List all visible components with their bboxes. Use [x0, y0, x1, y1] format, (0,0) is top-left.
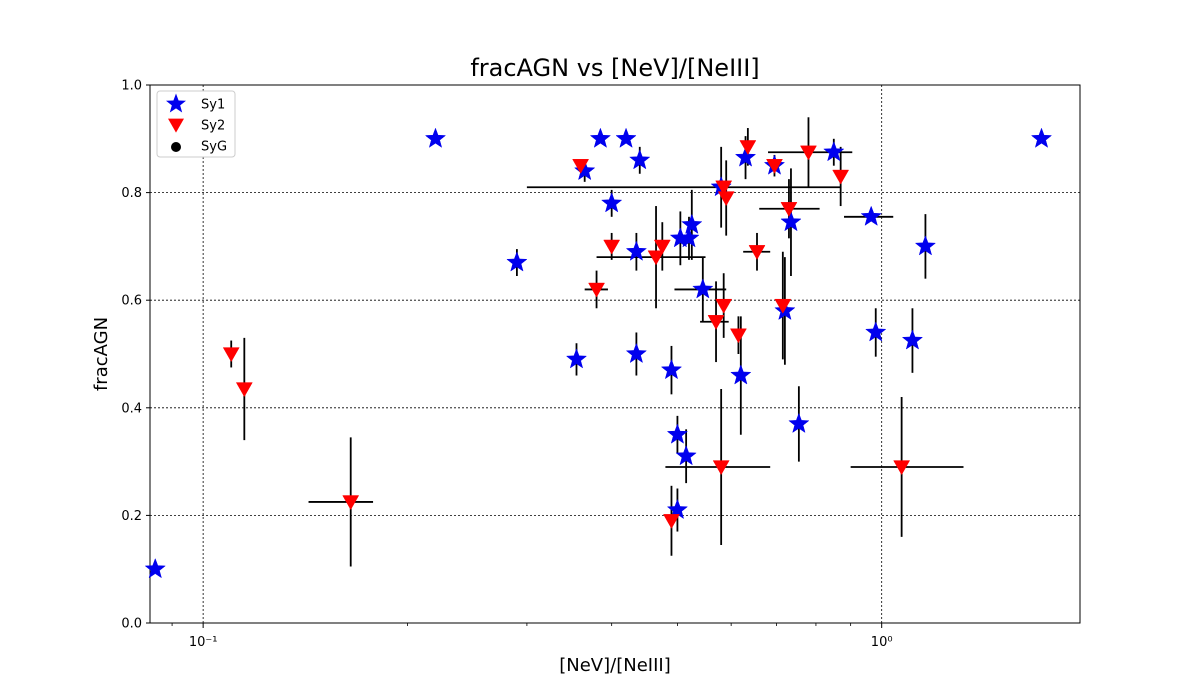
x-tick-label: 10⁻¹ [189, 635, 218, 650]
sy2-point [730, 328, 747, 344]
sy2-point [235, 382, 253, 398]
sy1-point [615, 127, 637, 148]
y-tick-label: 0.4 [121, 401, 142, 416]
sy2-point [342, 495, 360, 511]
plot-frame [149, 84, 1081, 624]
sy1-point [780, 210, 802, 232]
sy2-point [663, 514, 680, 529]
y-tick-label: 0.2 [121, 509, 142, 524]
sy1-point [589, 127, 612, 148]
sy1-point [901, 329, 924, 350]
sy1-point [625, 240, 648, 261]
y-tick-label: 1.0 [121, 79, 142, 94]
legend-entries: Sy1 Sy2 SyG [166, 93, 227, 155]
sy1-point [675, 445, 697, 466]
sy2-point [572, 159, 590, 174]
sy2-point [774, 298, 792, 314]
legend-sy2-marker [168, 118, 184, 133]
sy1-point [625, 342, 648, 364]
sy1-point [860, 205, 882, 226]
plot-area: 0.0 0.2 0.4 0.6 0.8 1.0 10⁻¹ 10⁰ [121, 79, 1081, 651]
sy2-point [707, 315, 725, 330]
x-axis-label: [NeV]/[NeIII] [559, 655, 670, 676]
sy1-point [666, 423, 689, 444]
sy1-point [914, 235, 937, 256]
legend-sy1-marker [166, 93, 186, 113]
y-tick-label: 0.0 [121, 617, 142, 632]
sy2-point [717, 191, 735, 207]
y-tick-label: 0.8 [121, 186, 142, 201]
sy1-point [681, 213, 703, 234]
sy1-point [692, 278, 714, 299]
sy2-point [893, 460, 911, 476]
sy2-point [800, 145, 817, 161]
sy1-point [565, 348, 588, 369]
sy1-point [660, 358, 683, 380]
sy2-point [603, 239, 621, 255]
sy1-point [734, 146, 757, 167]
sy1-point [600, 192, 623, 213]
chart-title: fracAGN vs [NeV]/[NeIII] [470, 54, 759, 82]
legend-syg-marker [171, 142, 181, 152]
y-axis-label: fracAGN [91, 317, 112, 391]
sy1-point [424, 127, 447, 148]
sy2-point [832, 169, 850, 185]
sy2-point [715, 298, 733, 314]
sy2-point [647, 250, 665, 266]
legend-label: Sy2 [201, 119, 225, 134]
y-tick-label: 0.6 [121, 294, 142, 309]
sy1-point [788, 412, 810, 434]
sy1-point [629, 149, 651, 170]
legend-label: Sy1 [201, 98, 225, 113]
grid-layer [150, 85, 1080, 623]
x-tick-label: 10⁰ [871, 635, 893, 650]
sy2-point [588, 282, 605, 298]
legend-label: SyG [201, 140, 227, 155]
sy1-point [730, 364, 752, 385]
sy2-point [712, 460, 730, 476]
sy1-point [144, 557, 166, 579]
sy1-point [506, 251, 528, 272]
sy1-point [1030, 127, 1053, 148]
sy2-point [739, 140, 757, 155]
sy2-point [715, 180, 733, 196]
sy1-point [823, 141, 845, 162]
sy2-point [766, 159, 783, 174]
sy1-point [865, 321, 887, 342]
sy2-point [653, 239, 671, 255]
sy2-point [222, 347, 240, 363]
sy2-point [780, 202, 798, 217]
sy2-point [748, 245, 766, 260]
legend: Sy1 Sy2 SyG [156, 90, 236, 158]
ticks-layer: 0.0 0.2 0.4 0.6 0.8 1.0 10⁻¹ 10⁰ [121, 79, 892, 651]
marker-layer [144, 127, 1053, 579]
sy1-point [678, 227, 700, 248]
